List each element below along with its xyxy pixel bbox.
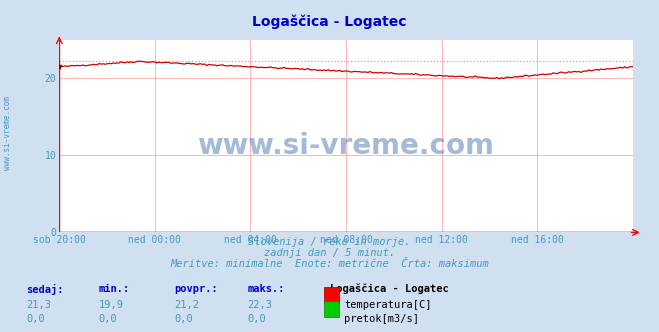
Text: 0,0: 0,0: [175, 314, 193, 324]
Text: 21,2: 21,2: [175, 300, 200, 310]
Text: sedaj:: sedaj:: [26, 284, 64, 295]
Text: 0,0: 0,0: [247, 314, 266, 324]
Text: www.si-vreme.com: www.si-vreme.com: [3, 96, 13, 170]
Text: Logaščica - Logatec: Logaščica - Logatec: [330, 284, 448, 294]
Text: 0,0: 0,0: [26, 314, 45, 324]
Text: 21,3: 21,3: [26, 300, 51, 310]
Text: www.si-vreme.com: www.si-vreme.com: [198, 132, 494, 160]
Text: zadnji dan / 5 minut.: zadnji dan / 5 minut.: [264, 248, 395, 258]
Text: min.:: min.:: [99, 284, 130, 294]
Text: pretok[m3/s]: pretok[m3/s]: [344, 314, 419, 324]
Text: Slovenija / reke in morje.: Slovenija / reke in morje.: [248, 237, 411, 247]
Text: temperatura[C]: temperatura[C]: [344, 300, 432, 310]
Text: 0,0: 0,0: [99, 314, 117, 324]
Text: Logaščica - Logatec: Logaščica - Logatec: [252, 15, 407, 30]
Text: maks.:: maks.:: [247, 284, 285, 294]
Text: Meritve: minimalne  Enote: metrične  Črta: maksimum: Meritve: minimalne Enote: metrične Črta:…: [170, 259, 489, 269]
Text: povpr.:: povpr.:: [175, 284, 218, 294]
Text: 22,3: 22,3: [247, 300, 272, 310]
Text: 19,9: 19,9: [99, 300, 124, 310]
